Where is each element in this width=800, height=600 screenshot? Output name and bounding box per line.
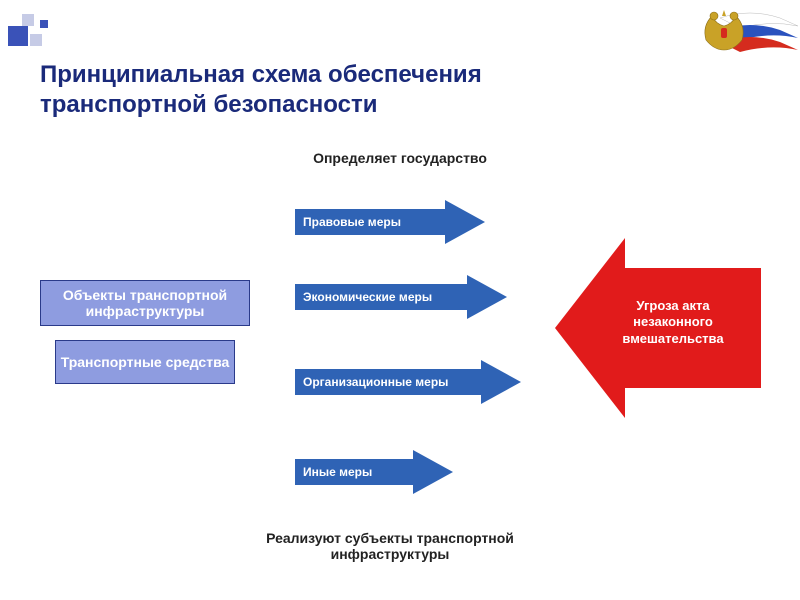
arrow-head-icon xyxy=(445,200,485,244)
deco-square xyxy=(40,20,48,28)
measure-arrow-label: Организационные меры xyxy=(295,369,481,395)
measure-arrow-label: Экономические меры xyxy=(295,284,467,310)
measure-arrow-0: Правовые меры xyxy=(295,200,485,244)
arrow-head-icon xyxy=(467,275,507,319)
measure-arrow-1: Экономические меры xyxy=(295,275,507,319)
measure-arrow-label: Правовые меры xyxy=(295,209,445,235)
arrow-head-icon xyxy=(413,450,453,494)
left-box-1: Транспортные средства xyxy=(55,340,235,384)
arrow-head-icon xyxy=(481,360,521,404)
threat-arrow-label: Угроза акта незаконного вмешательства xyxy=(595,298,751,347)
deco-square xyxy=(8,26,28,46)
corner-decoration xyxy=(8,8,68,58)
measure-arrow-label: Иные меры xyxy=(295,459,413,485)
measure-arrow-3: Иные меры xyxy=(295,450,453,494)
left-box-0: Объекты транспортной инфраструктуры xyxy=(40,280,250,326)
measure-arrow-2: Организационные меры xyxy=(295,360,521,404)
deco-square xyxy=(30,34,42,46)
label-bottom: Реализуют субъекты транспортной инфрастр… xyxy=(240,530,540,562)
emblem-flag xyxy=(680,0,800,80)
label-top: Определяет государство xyxy=(300,150,500,166)
page-title: Принципиальная схема обеспечения транспо… xyxy=(40,60,560,120)
deco-square xyxy=(22,14,34,26)
